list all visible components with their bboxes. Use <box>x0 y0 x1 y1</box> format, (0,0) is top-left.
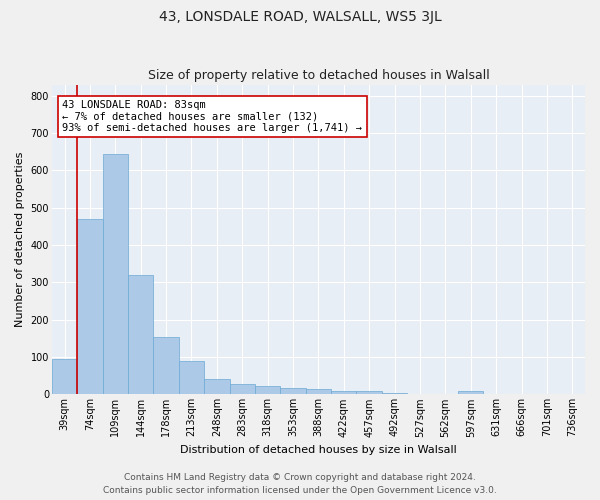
Text: Contains HM Land Registry data © Crown copyright and database right 2024.
Contai: Contains HM Land Registry data © Crown c… <box>103 474 497 495</box>
Bar <box>128 275 154 394</box>
Bar <box>356 392 382 394</box>
Bar <box>52 359 77 394</box>
Y-axis label: Number of detached properties: Number of detached properties <box>15 152 25 327</box>
Bar <box>458 390 484 394</box>
Bar <box>103 154 128 394</box>
Text: 43, LONSDALE ROAD, WALSALL, WS5 3JL: 43, LONSDALE ROAD, WALSALL, WS5 3JL <box>158 10 442 24</box>
Bar <box>179 361 204 394</box>
Bar <box>306 389 331 394</box>
X-axis label: Distribution of detached houses by size in Walsall: Distribution of detached houses by size … <box>180 445 457 455</box>
Bar <box>77 219 103 394</box>
Bar <box>255 386 280 394</box>
Title: Size of property relative to detached houses in Walsall: Size of property relative to detached ho… <box>148 69 489 82</box>
Bar <box>204 380 230 394</box>
Bar <box>280 388 306 394</box>
Bar <box>230 384 255 394</box>
Text: 43 LONSDALE ROAD: 83sqm
← 7% of detached houses are smaller (132)
93% of semi-de: 43 LONSDALE ROAD: 83sqm ← 7% of detached… <box>62 100 362 133</box>
Bar <box>382 392 407 394</box>
Bar <box>331 390 356 394</box>
Bar <box>154 336 179 394</box>
